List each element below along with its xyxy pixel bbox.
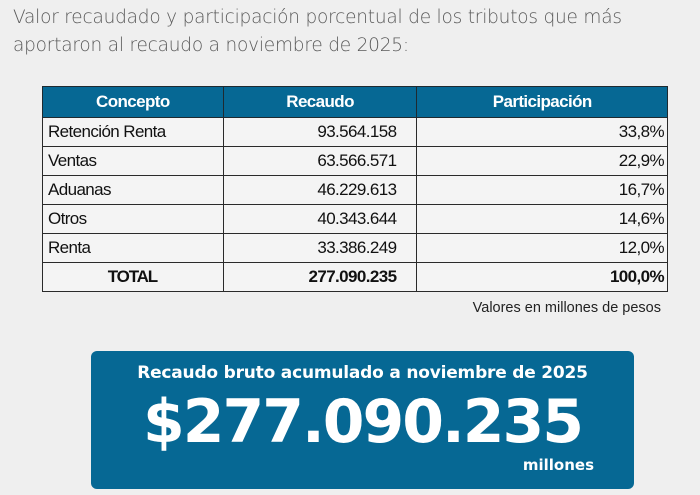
column-header-concepto: Concepto	[42, 86, 224, 118]
table-header-row: Concepto Recaudo Participación	[42, 86, 668, 118]
table-row: Renta 33.386.249 12,0%	[42, 233, 668, 263]
cell-concepto: Retención Renta	[42, 117, 224, 147]
summary-title: Recaudo bruto acumulado a noviembre de 2…	[137, 363, 588, 383]
units-note: Valores en millones de pesos	[472, 300, 661, 316]
cell-recaudo: 40.343.644	[222, 204, 418, 234]
cell-recaudo: 46.229.613	[222, 175, 418, 205]
total-label: TOTAL	[42, 262, 224, 292]
table-row: Aduanas 46.229.613 16,7%	[42, 175, 668, 205]
summary-amount: $277.090.235	[142, 387, 584, 457]
cell-concepto: Ventas	[42, 146, 224, 176]
summary-banner: Recaudo bruto acumulado a noviembre de 2…	[91, 351, 634, 489]
total-participacion: 100,0%	[416, 262, 668, 292]
total-recaudo: 277.090.235	[222, 262, 418, 292]
cell-concepto: Otros	[42, 204, 224, 234]
table-row: Otros 40.343.644 14,6%	[42, 204, 668, 234]
cell-recaudo: 93.564.158	[222, 117, 418, 147]
cell-participacion: 14,6%	[416, 204, 668, 234]
cell-recaudo: 63.566.571	[222, 146, 418, 176]
cell-concepto: Renta	[42, 233, 224, 263]
summary-unit: millones	[522, 456, 594, 474]
cell-recaudo: 33.386.249	[222, 233, 418, 263]
cell-participacion: 33,8%	[416, 117, 668, 147]
cell-participacion: 16,7%	[416, 175, 668, 205]
table-total-row: TOTAL 277.090.235 100,0%	[42, 262, 668, 292]
tax-collection-table: Concepto Recaudo Participación Retención…	[42, 86, 668, 292]
cell-participacion: 22,9%	[416, 146, 668, 176]
table-row: Ventas 63.566.571 22,9%	[42, 146, 668, 176]
cell-concepto: Aduanas	[42, 175, 224, 205]
table-row: Retención Renta 93.564.158 33,8%	[42, 117, 668, 147]
intro-text: Valor recaudado y participación porcentu…	[13, 7, 622, 56]
column-header-participacion: Participación	[416, 86, 668, 118]
column-header-recaudo: Recaudo	[222, 86, 418, 118]
cell-participacion: 12,0%	[416, 233, 668, 263]
